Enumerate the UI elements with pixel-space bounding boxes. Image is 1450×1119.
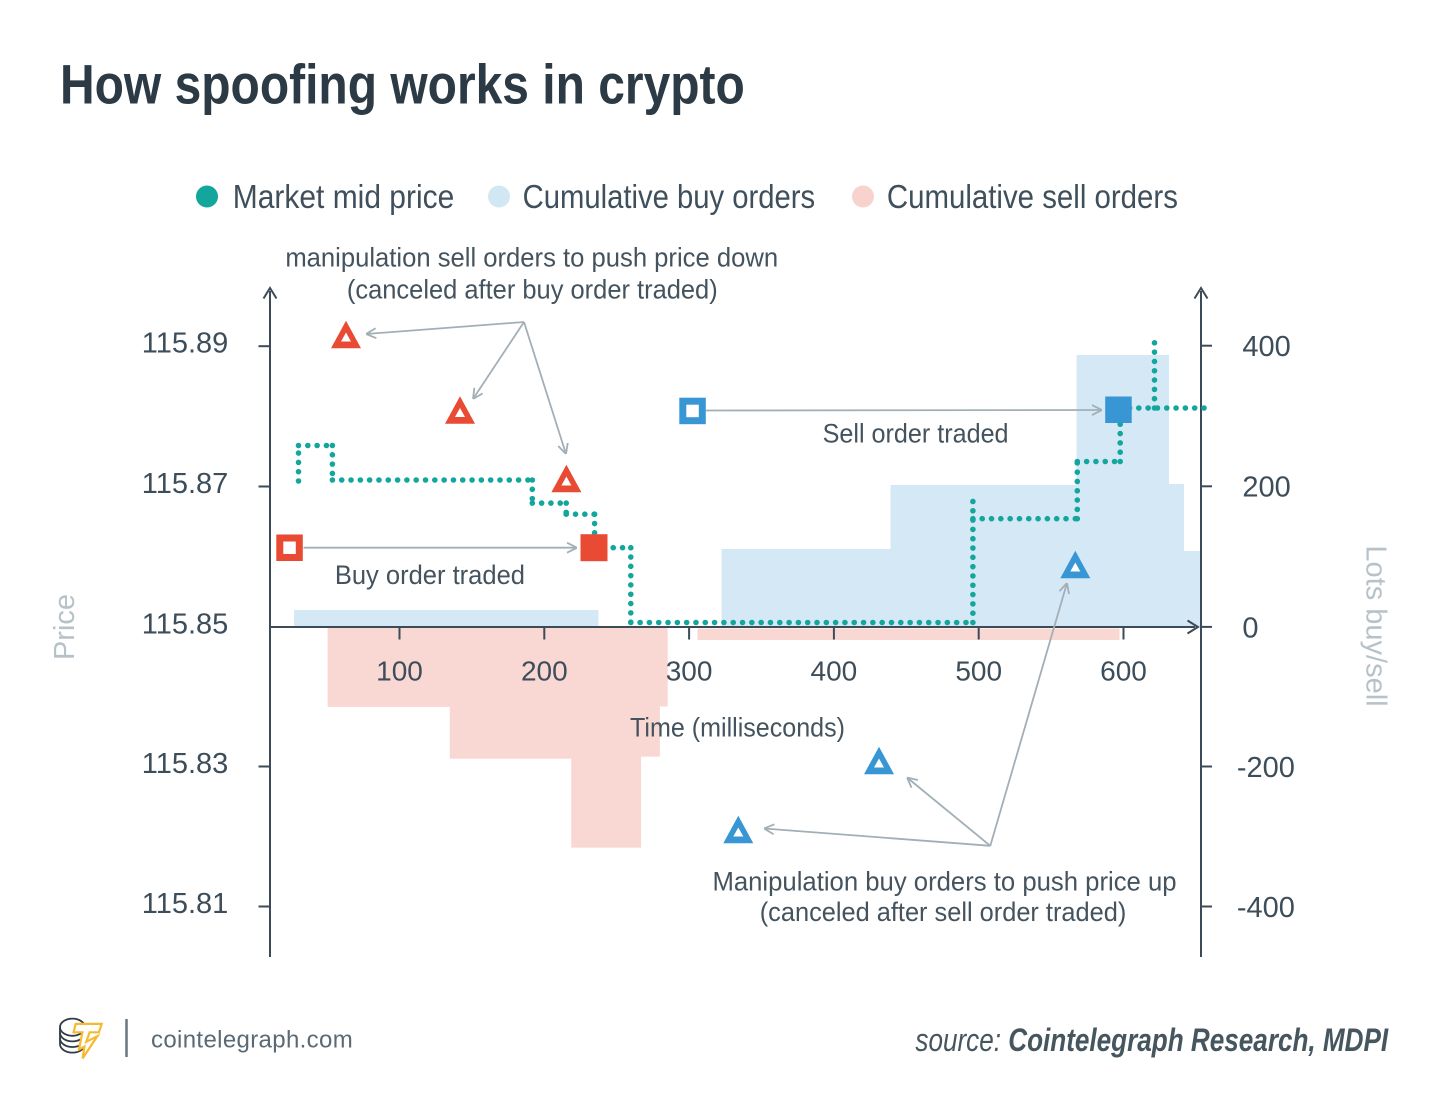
svg-text:How spoofing works in crypto: How spoofing works in crypto [60,54,745,116]
svg-text:Cumulative buy orders: Cumulative buy orders [523,178,816,215]
svg-text:600: 600 [1100,656,1147,687]
svg-text:-400: -400 [1237,892,1295,924]
svg-text:100: 100 [376,656,423,687]
svg-text:400: 400 [811,656,858,687]
svg-text:0: 0 [1242,612,1258,644]
svg-text:source: Cointelegraph Research: source: Cointelegraph Research, MDPI [915,1024,1389,1059]
svg-text:Time (milliseconds): Time (milliseconds) [630,712,845,743]
svg-text:Buy order traded: Buy order traded [335,559,525,590]
svg-text:-200: -200 [1237,752,1295,784]
svg-text:manipulation sell orders to pu: manipulation sell orders to push price d… [285,242,778,273]
svg-text:Market mid price: Market mid price [233,178,454,216]
svg-text:115.87: 115.87 [142,468,229,500]
svg-text:Manipulation buy orders to pus: Manipulation buy orders to push price up [712,866,1176,897]
svg-text:115.83: 115.83 [142,748,229,780]
svg-text:115.85: 115.85 [142,608,229,640]
svg-text:(canceled after buy order trad: (canceled after buy order traded) [347,274,718,305]
svg-text:Cumulative sell orders: Cumulative sell orders [887,179,1178,216]
svg-text:400: 400 [1242,331,1290,363]
svg-text:Price: Price [49,594,81,660]
svg-text:(canceled after sell order tra: (canceled after sell order traded) [760,896,1127,927]
svg-text:cointelegraph.com: cointelegraph.com [151,1027,353,1054]
svg-text:200: 200 [521,656,568,687]
svg-text:300: 300 [666,656,713,687]
svg-text:500: 500 [955,656,1002,687]
svg-text:Lots buy/sell: Lots buy/sell [1360,545,1392,706]
svg-text:115.81: 115.81 [142,888,229,920]
svg-text:Sell order traded: Sell order traded [823,418,1009,449]
svg-text:115.89: 115.89 [142,328,229,360]
svg-text:200: 200 [1242,472,1290,504]
